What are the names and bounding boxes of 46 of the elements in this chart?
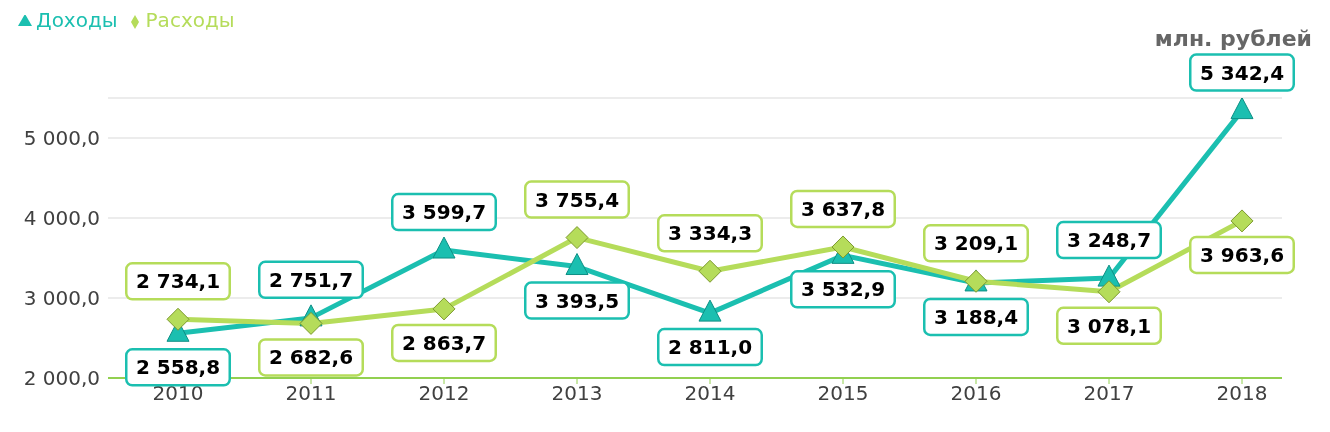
data-label: 3 637,8 [800,196,886,221]
y-tick-label: 2 000,0 [23,366,100,391]
y-tick-label: 5 000,0 [23,126,100,151]
x-tick-label: 2015 [817,381,869,406]
point [1230,209,1254,233]
point [432,297,456,321]
x-tick-label: 2016 [950,381,1002,406]
data-label: 3 599,7 [401,200,487,225]
point [1230,98,1254,120]
point [698,299,722,322]
data-label: 3 188,4 [933,304,1019,329]
x-tick-label: 2010 [152,381,204,406]
x-tick-label: 2018 [1216,381,1268,406]
x-tick-label: 2011 [285,381,337,406]
point [565,253,589,276]
x-tick-label: 2014 [684,381,736,406]
y-tick-label: 4 000,0 [23,206,100,231]
point [1097,280,1121,304]
point [831,235,855,259]
data-label: 2 811,0 [667,335,753,360]
data-label: 3 963,6 [1199,242,1285,267]
data-label: 3 532,9 [800,277,886,302]
x-tick-label: 2013 [551,381,603,406]
data-label: 3 393,5 [534,288,620,313]
point [299,311,323,335]
data-label: 2 558,8 [135,355,221,380]
data-label: 2 734,1 [135,269,221,294]
data-label: 2 863,7 [401,330,487,355]
data-label: 3 209,1 [933,231,1019,256]
data-label: 3 248,7 [1066,228,1152,253]
point [565,226,589,250]
y-tick-label: 3 000,0 [23,286,100,311]
x-tick-label: 2017 [1083,381,1135,406]
x-tick-label: 2012 [418,381,470,406]
text: млн. рублей [1154,26,1312,51]
data-label: 3 755,4 [534,187,620,212]
data-label: 2 751,7 [268,267,354,292]
data-label: 3 334,3 [667,221,753,246]
point [432,236,456,259]
data-label: 3 078,1 [1066,313,1152,338]
data-label: 2 682,6 [268,345,354,370]
legend-label: Доходы [36,8,118,32]
point [166,307,190,331]
data-label: 5 342,4 [1199,60,1285,85]
point [698,259,722,283]
legend-label: Расходы [145,8,235,32]
